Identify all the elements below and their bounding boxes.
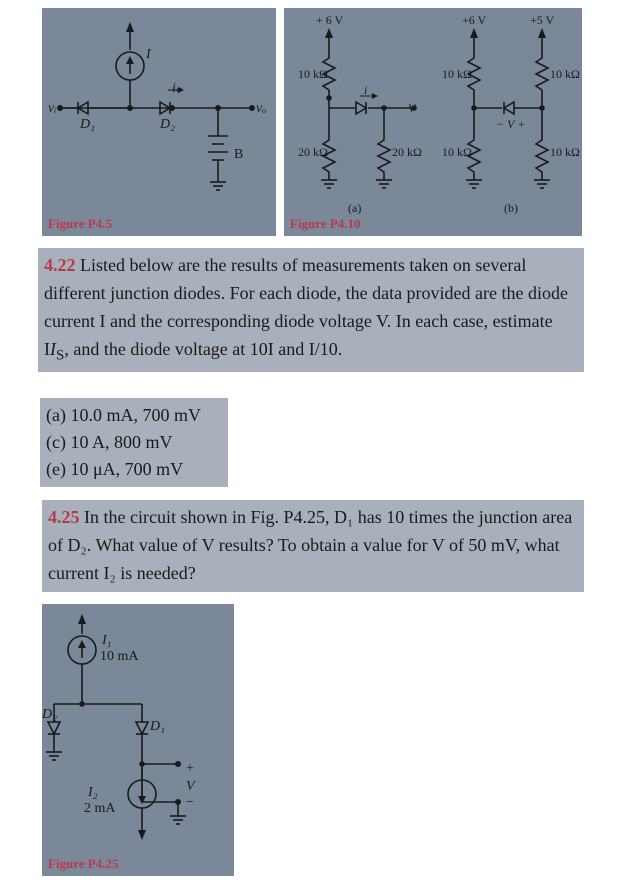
circuit-p4-10: + 6 V 10 kΩ 20 kΩ 20 kΩ i V (a) +6 V +5 …: [284, 8, 582, 236]
item-e: (e) 10 μA, 700 mV: [46, 456, 222, 483]
problem-4-22-body2: , and the diode voltage at 10I and I/10.: [64, 339, 342, 359]
figure-p4-5: I iₙ vᵢ vₒ D₁ D₂ B Figure P4.5: [42, 8, 276, 236]
problem-4-22-num: 4.22: [44, 255, 76, 275]
svg-text:20 kΩ: 20 kΩ: [392, 145, 422, 159]
figure-p4-10-caption: Figure P4.10: [290, 216, 361, 232]
svg-text:D₁: D₁: [149, 719, 165, 734]
svg-text:+: +: [186, 761, 194, 776]
item-a: (a) 10.0 mA, 700 mV: [46, 402, 222, 429]
svg-text:V: V: [186, 779, 196, 794]
figure-p4-25-caption: Figure P4.25: [48, 856, 119, 872]
problem-4-22: 4.22 Listed below are the results of mea…: [38, 248, 584, 372]
svg-text:(a): (a): [348, 201, 361, 215]
figure-p4-5-caption: Figure P4.5: [48, 216, 112, 232]
svg-text:i: i: [364, 83, 367, 97]
svg-text:20 kΩ: 20 kΩ: [298, 145, 328, 159]
svg-text:vₒ: vₒ: [256, 101, 266, 116]
svg-text:D₂: D₂: [159, 117, 175, 132]
svg-text:2 mA: 2 mA: [84, 801, 116, 816]
item-c: (c) 10 A, 800 mV: [46, 429, 222, 456]
circuit-p4-25: I₁ 10 mA D₂ D₁ I₂ 2 mA + V −: [42, 604, 234, 876]
svg-text:+ 6 V: + 6 V: [316, 13, 344, 27]
svg-text:+6 V: +6 V: [462, 13, 487, 27]
svg-text:B: B: [234, 147, 243, 162]
svg-text:10 kΩ: 10 kΩ: [550, 67, 580, 81]
svg-text:10 mA: 10 mA: [100, 649, 139, 664]
figure-p4-10: + 6 V 10 kΩ 20 kΩ 20 kΩ i V (a) +6 V +5 …: [284, 8, 582, 236]
svg-text:10 kΩ: 10 kΩ: [442, 67, 472, 81]
svg-text:D₂: D₂: [42, 707, 57, 722]
problem-4-25-num: 4.25: [48, 507, 80, 527]
problem-4-25-body: In the circuit shown in Fig. P4.25, D₁ h…: [48, 507, 572, 583]
svg-text:10 kΩ: 10 kΩ: [550, 145, 580, 159]
svg-text:−: −: [186, 795, 194, 810]
circuit-p4-5: I iₙ vᵢ vₒ D₁ D₂ B: [42, 8, 276, 236]
svg-text:iₙ: iₙ: [172, 81, 182, 96]
svg-text:I₁: I₁: [101, 633, 112, 648]
svg-text:10 kΩ: 10 kΩ: [442, 145, 472, 159]
svg-text:+5 V: +5 V: [530, 13, 555, 27]
svg-text:10 kΩ: 10 kΩ: [298, 67, 328, 81]
svg-text:vᵢ: vᵢ: [48, 101, 56, 116]
problem-4-22-items: (a) 10.0 mA, 700 mV (c) 10 A, 800 mV (e)…: [40, 398, 228, 487]
svg-text:I₂: I₂: [87, 785, 98, 800]
svg-text:D₁: D₁: [79, 117, 95, 132]
svg-text:I: I: [145, 47, 152, 62]
svg-text:(b): (b): [504, 201, 518, 215]
problem-4-25: 4.25 In the circuit shown in Fig. P4.25,…: [42, 500, 584, 592]
figure-p4-25: I₁ 10 mA D₂ D₁ I₂ 2 mA + V − Figure P4.2…: [42, 604, 234, 876]
svg-text:− V +: − V +: [496, 117, 525, 131]
